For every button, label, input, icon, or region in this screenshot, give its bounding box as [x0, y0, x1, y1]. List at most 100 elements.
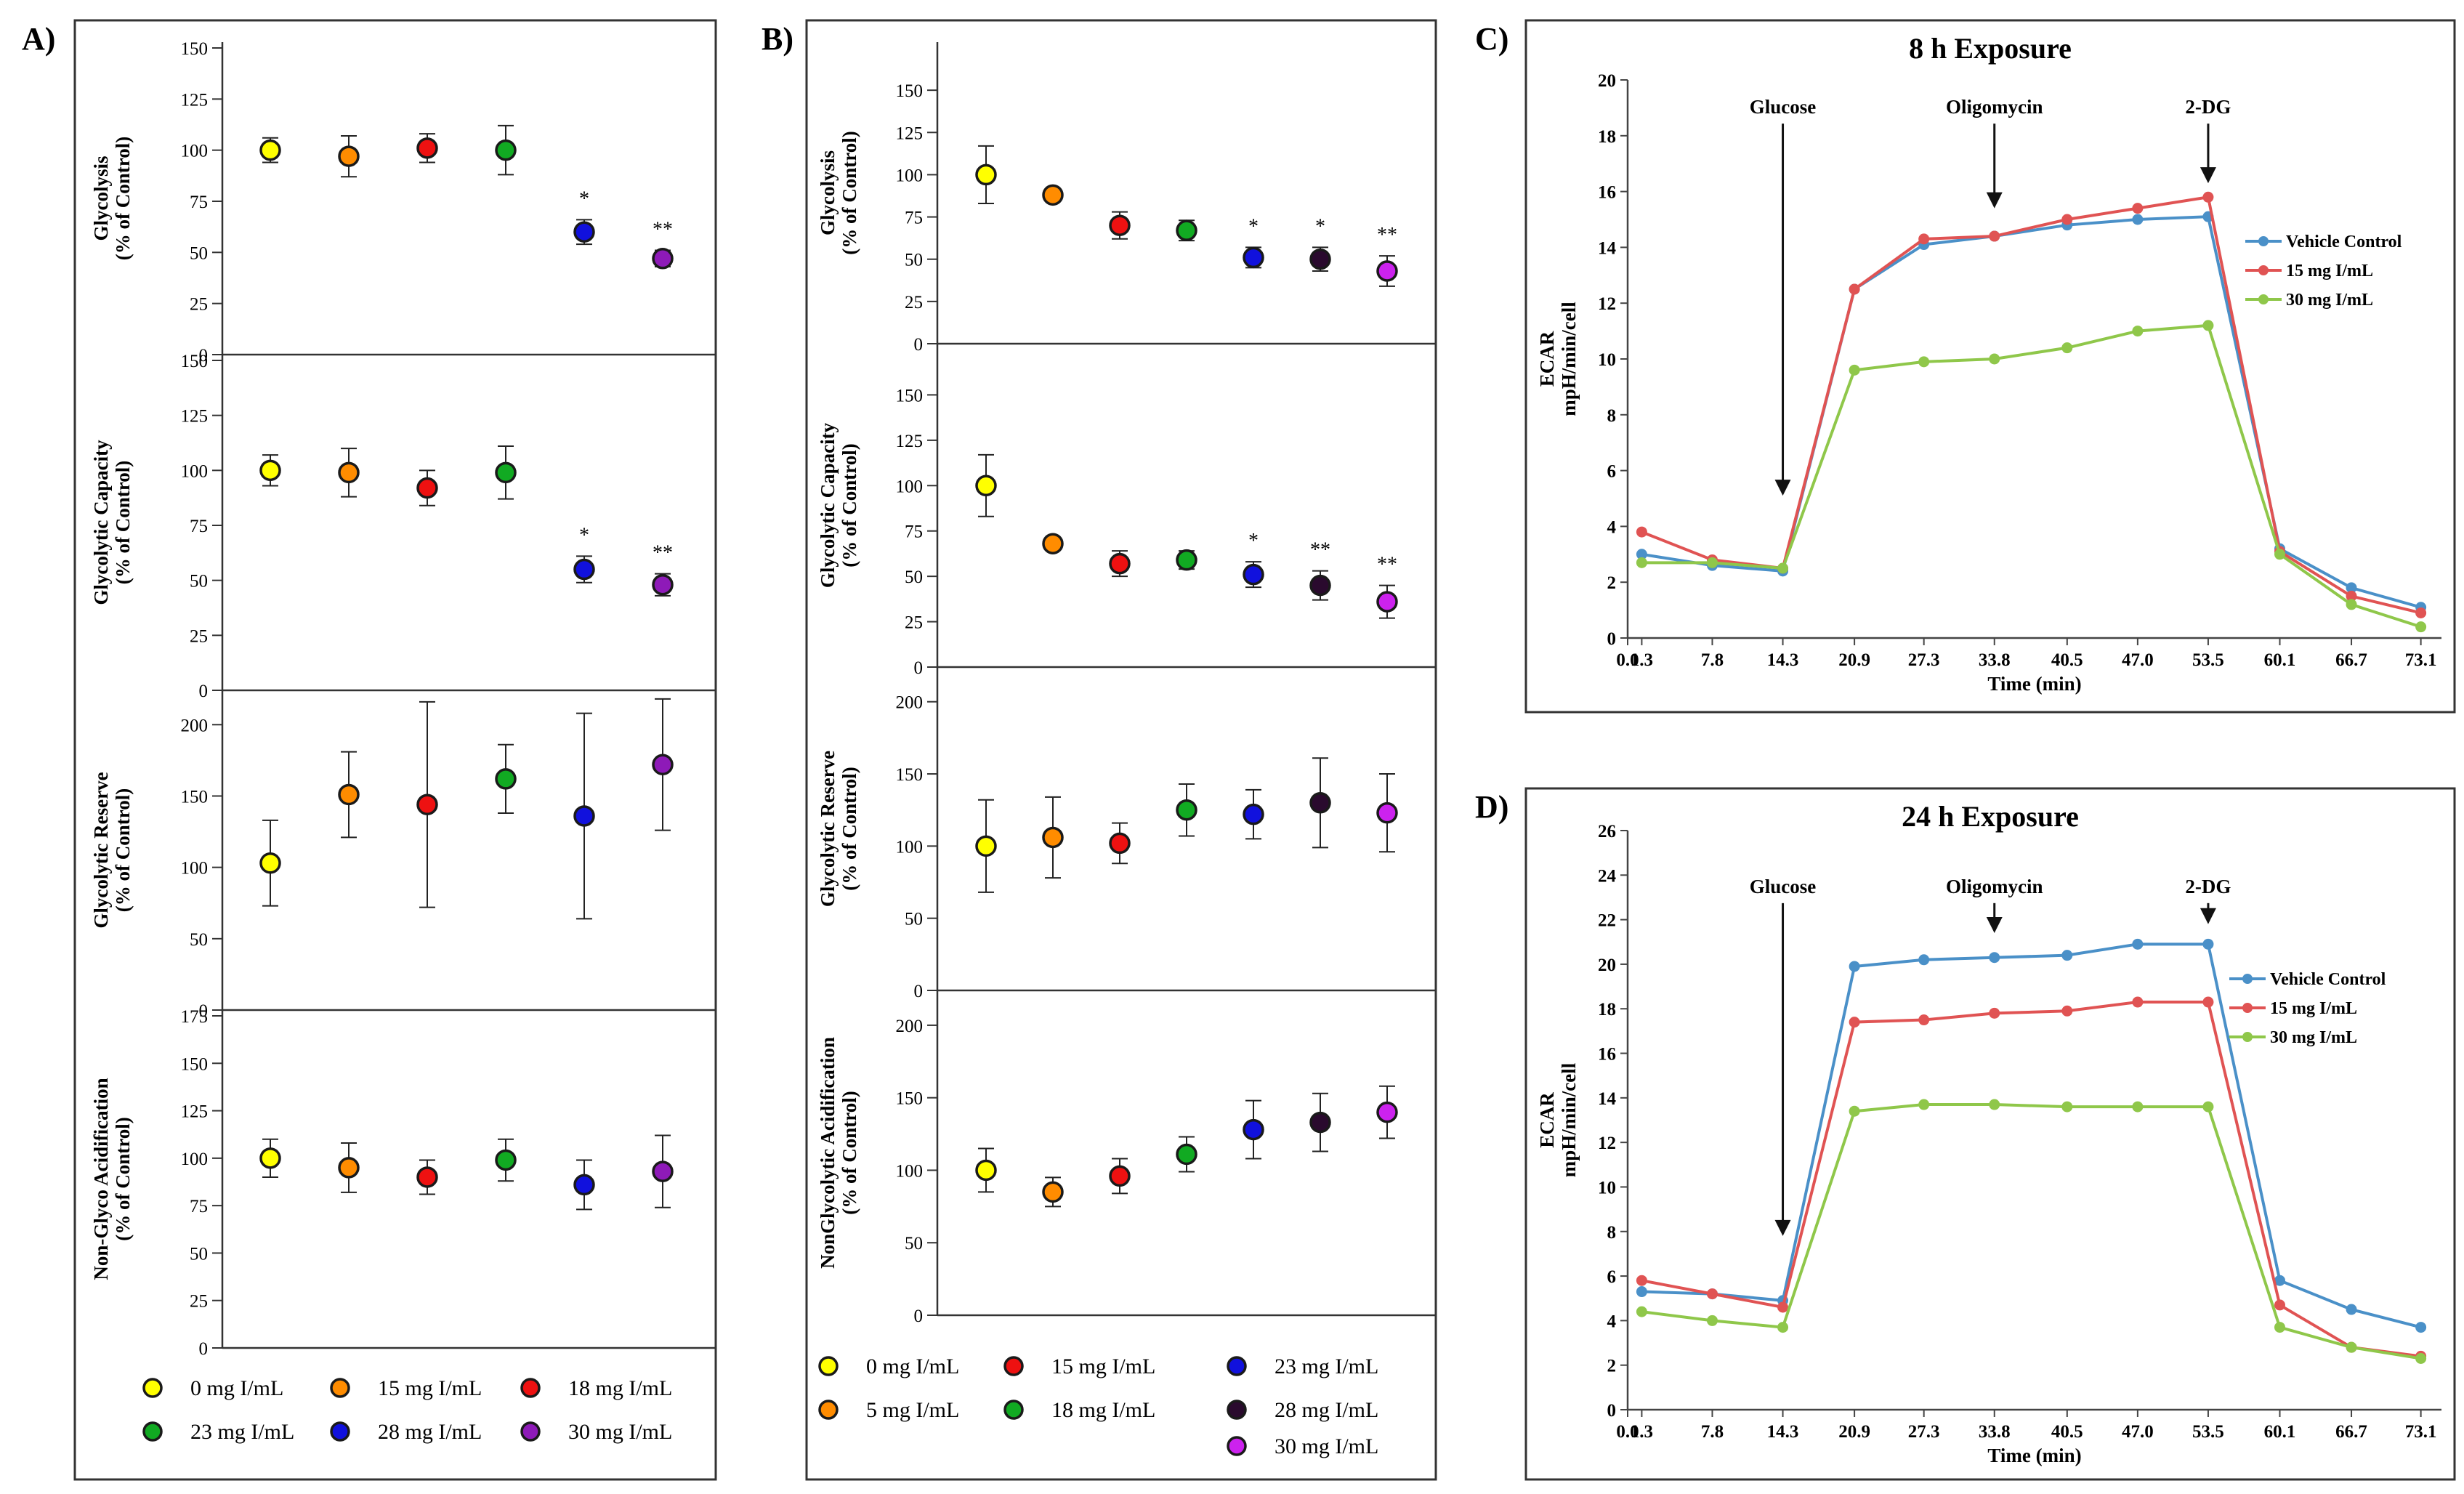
x-tick-label: 1.3 — [1631, 1422, 1653, 1442]
y-tick-label: 20 — [1598, 71, 1616, 91]
series-point — [2274, 549, 2285, 560]
y-tick-label: 0 — [199, 682, 209, 701]
series-point — [2132, 326, 2144, 337]
y-tick-label: 50 — [190, 572, 208, 591]
x-tick-label: 7.8 — [1701, 1422, 1724, 1442]
legend-label: 18 mg I/mL — [568, 1376, 672, 1400]
y-axis-label: (% of Control) — [839, 443, 860, 567]
legend-marker — [1003, 1400, 1024, 1420]
data-point — [259, 459, 281, 482]
legend-label: 15 mg I/mL — [2286, 262, 2373, 280]
legend-label: Vehicle Control — [2286, 233, 2402, 251]
series-point — [2132, 214, 2144, 225]
series-point — [1777, 1322, 1789, 1333]
y-tick-label: 75 — [905, 522, 923, 542]
significance-mark: * — [1248, 215, 1259, 238]
data-point — [573, 558, 595, 581]
legend-label: 15 mg I/mL — [1051, 1354, 1155, 1378]
y-axis-label: Glycolytic Capacity — [90, 440, 112, 605]
y-tick-label: 75 — [905, 209, 923, 228]
y-axis-label: ECAR — [1536, 1092, 1558, 1148]
data-point — [975, 475, 997, 497]
x-tick-label: 60.1 — [2264, 650, 2296, 670]
y-tick-label: 100 — [181, 859, 209, 879]
y-axis-label: Glycolysis — [817, 150, 839, 235]
data-point — [1309, 792, 1331, 814]
y-tick-label: 100 — [896, 477, 924, 496]
y-axis-label: Non-Glyco Acidification — [90, 1078, 112, 1280]
y-tick-label: 10 — [1598, 1178, 1616, 1198]
legend-label: 30 mg I/mL — [2270, 1028, 2357, 1047]
y-tick-label: 0 — [914, 1307, 924, 1326]
legend-marker — [330, 1378, 350, 1398]
panel-frame — [805, 19, 1437, 1481]
series-point — [2346, 1304, 2357, 1315]
legend-marker — [818, 1356, 839, 1376]
x-tick-label: 66.7 — [2335, 650, 2367, 670]
x-tick-label: 73.1 — [2405, 1422, 2437, 1442]
y-tick-label: 150 — [181, 787, 209, 807]
y-tick-label: 125 — [181, 407, 209, 427]
x-tick-label: 14.3 — [1767, 1422, 1799, 1442]
y-tick-label: 50 — [905, 568, 923, 587]
data-point — [1376, 801, 1398, 824]
data-point — [1243, 563, 1264, 586]
y-axis-label: Glycolysis — [90, 156, 112, 241]
data-point — [652, 248, 674, 270]
data-point — [1376, 591, 1398, 613]
series-point — [2061, 342, 2073, 354]
y-tick-label: 100 — [181, 461, 209, 481]
x-tick-label: 40.5 — [2051, 650, 2083, 670]
arrow-label: Oligomycin — [1946, 96, 2043, 118]
y-tick-label: 125 — [896, 124, 924, 143]
legend-marker — [1227, 1356, 1247, 1376]
x-tick-label: 0.0 — [1616, 650, 1639, 670]
y-tick-label: 14 — [1598, 1089, 1617, 1109]
y-tick-label: 100 — [181, 1150, 209, 1169]
legend-label: 0 mg I/mL — [190, 1376, 283, 1400]
y-tick-label: 150 — [181, 352, 209, 371]
significance-mark: ** — [1310, 539, 1330, 562]
series-point — [1918, 233, 1930, 245]
y-tick-label: 18 — [1598, 127, 1616, 147]
legend-label: 23 mg I/mL — [190, 1420, 294, 1444]
series-line — [1641, 1103, 2421, 1360]
y-axis-label: (% of Control) — [839, 767, 860, 890]
y-axis-label: mpH/min/cell — [1558, 1062, 1580, 1177]
legend-marker — [520, 1421, 541, 1442]
data-point — [652, 1160, 674, 1182]
data-point — [1376, 260, 1398, 282]
series-point — [1849, 364, 1860, 376]
panel-frame — [73, 19, 717, 1481]
y-tick-label: 200 — [896, 693, 924, 713]
y-tick-label: 150 — [181, 39, 209, 59]
significance-mark: ** — [653, 542, 673, 565]
y-tick-label: 16 — [1598, 183, 1616, 203]
arrow-head — [2200, 908, 2216, 924]
x-tick-label: 20.9 — [1838, 650, 1870, 670]
y-tick-label: 200 — [896, 1017, 924, 1036]
significance-mark: ** — [1377, 554, 1397, 576]
x-tick-label: 47.0 — [2122, 650, 2154, 670]
x-tick-label: 47.0 — [2122, 1422, 2154, 1442]
data-point — [495, 139, 517, 161]
x-tick-label: 27.3 — [1908, 650, 1940, 670]
series-line — [1641, 195, 2422, 615]
series-point — [2274, 1322, 2285, 1333]
y-tick-label: 8 — [1607, 406, 1617, 426]
arrow-head — [1774, 480, 1791, 496]
significance-mark: ** — [653, 219, 673, 241]
y-tick-label: 75 — [190, 1197, 208, 1216]
series-point — [1706, 1315, 1718, 1326]
series-point — [2132, 996, 2144, 1008]
series-point — [1777, 1301, 1789, 1313]
legend-label: 18 mg I/mL — [1051, 1398, 1155, 1422]
series-point — [2061, 214, 2073, 225]
legend-label: 30 mg I/mL — [568, 1420, 672, 1444]
series-point — [1636, 549, 1647, 560]
y-tick-label: 25 — [190, 1292, 208, 1312]
arrow-label: Glucose — [1750, 876, 1817, 897]
legend-label: 30 mg I/mL — [2286, 291, 2373, 310]
